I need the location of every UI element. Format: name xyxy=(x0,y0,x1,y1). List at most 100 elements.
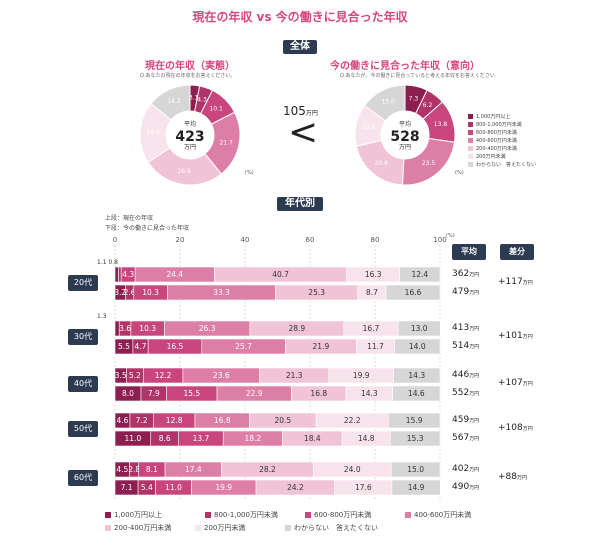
avg-value: 567万円 xyxy=(452,433,480,443)
section-badge-age: 年代別 xyxy=(277,197,323,211)
bar-segment xyxy=(118,266,122,283)
legend-swatch xyxy=(468,113,473,119)
legend-swatch xyxy=(405,512,411,518)
legend-swatch xyxy=(468,137,473,143)
donut-right-slice-label-6: 15.0 xyxy=(382,99,396,106)
legend-label: 600-800万円未満 xyxy=(314,511,372,519)
bar-label: 17.4 xyxy=(185,465,202,474)
bar-label: 8.1 xyxy=(146,465,158,474)
legend-swatch xyxy=(468,121,473,127)
donut-right-title: 今の働きに見合った年収（意向） xyxy=(330,61,480,72)
outside-label: 1.1 0.8 xyxy=(97,259,118,266)
tick-label: 40 xyxy=(241,236,250,244)
diff-value: +101万円 xyxy=(498,331,533,341)
note-lower: 下段：今の働きに見合った年収 xyxy=(105,225,190,232)
bar-segment xyxy=(385,284,441,301)
bar-label: 25.7 xyxy=(235,342,252,351)
bar-label: 15.5 xyxy=(184,389,201,398)
avg-value: 362万円 xyxy=(452,269,480,279)
avg-value: 490万円 xyxy=(452,482,480,492)
legend-label: 200-400万円未満 xyxy=(476,145,517,152)
bar-label: 16.8 xyxy=(310,389,327,398)
bar-label: 22.9 xyxy=(246,389,263,398)
donut-legend: 1,000万円以上 800-1,000万円未満 600-800万円未満 400-600… xyxy=(468,112,536,168)
bar-label: 5.4 xyxy=(141,483,153,492)
donut-left-center-unit: 万円 xyxy=(184,144,196,151)
bar-label: 26.3 xyxy=(199,324,216,333)
donut-right-question: Q.あなたが、今の働きに見合っていると考える年収をお答えください xyxy=(340,73,495,79)
legend-swatch xyxy=(305,512,311,518)
avg-value: 552万円 xyxy=(452,388,480,398)
donut-right-slice-label-5: 13.6 xyxy=(362,124,376,131)
bar-label: 2.8 xyxy=(128,465,140,474)
donut-left-slice-label-2: 10.1 xyxy=(209,105,223,112)
bar-label: 19.9 xyxy=(215,483,232,492)
bar-label: 25.3 xyxy=(308,288,325,297)
diff-value: +107万円 xyxy=(498,378,533,388)
bar-label: 16.5 xyxy=(167,342,184,351)
donut-left-slice-label-6: 14.2 xyxy=(167,98,181,105)
bar-label: 18.2 xyxy=(244,434,261,443)
bar-label: 12.8 xyxy=(166,416,183,425)
bar-label: 4.3 xyxy=(122,270,134,279)
legend-swatch xyxy=(468,129,473,135)
age-bar-chart: 0 20 40 60 80 100 (%) 4.3 24.4 40.7 16.3 12.4 3.22.6… xyxy=(97,233,455,500)
bar-label: 2.6 xyxy=(124,288,136,297)
tick-label: 100 xyxy=(433,236,446,244)
bar-label: 16.8 xyxy=(214,416,231,425)
bar-label: 18.4 xyxy=(304,434,321,443)
donut-legend-item: 800-1,000万円未満 xyxy=(468,120,536,128)
donut-legend-item: 600-800万円未満 xyxy=(468,128,536,136)
bar-segment xyxy=(391,479,441,496)
bar-label: 24.4 xyxy=(166,270,183,279)
bottom-legend-item: 200-400万円未満 xyxy=(105,523,195,533)
bar-label: 7.1 xyxy=(121,483,133,492)
legend-label: 200-400万円未満 xyxy=(114,524,172,532)
bar-label: 17.6 xyxy=(355,483,372,492)
bar-label: 20.5 xyxy=(275,416,292,425)
legend-label: 600-800万円未満 xyxy=(476,129,517,136)
bar-label: 3.6 xyxy=(119,324,131,333)
age-label: 30代 xyxy=(68,329,98,345)
diff-value: +117万円 xyxy=(498,277,533,287)
age-label: 60代 xyxy=(68,470,98,486)
age-label: 50代 xyxy=(68,421,98,437)
bar-label: 16.6 xyxy=(405,288,422,297)
bar-label: 10.3 xyxy=(139,324,156,333)
bar-label: 12.2 xyxy=(155,371,172,380)
donut-right-slice-label-0: 7.3 xyxy=(409,95,419,102)
donut-left-center-small: 平均 xyxy=(184,120,196,128)
donut-left-center-value: 423 xyxy=(175,129,204,145)
avg-value: 446万円 xyxy=(452,370,480,380)
legend-label: 1,000万円以上 xyxy=(114,511,163,519)
bar-label: 5.2 xyxy=(129,371,141,380)
legend-swatch xyxy=(468,145,473,151)
bar-segment xyxy=(390,461,441,478)
bar-label: 11.0 xyxy=(125,434,142,443)
donut-left-slice-label-5: 19.9 xyxy=(146,130,160,137)
donut-right-center-unit: 万円 xyxy=(399,144,411,151)
bar-segment xyxy=(388,412,441,429)
bar-label: 15.0 xyxy=(407,465,424,474)
bar-label: 8.7 xyxy=(366,288,378,297)
bar-label: 4.6 xyxy=(117,416,129,425)
legend-label: 200万円未満 xyxy=(204,524,246,532)
bar-label: 21.9 xyxy=(313,342,330,351)
bottom-legend-item: 1,000万円以上 xyxy=(105,510,205,520)
avg-value: 413万円 xyxy=(452,323,480,333)
bar-label: 4.7 xyxy=(135,342,147,351)
bar-label: 4.5 xyxy=(116,465,128,474)
bar-label: 15.9 xyxy=(406,416,423,425)
donut-right-slice-label-1: 6.2 xyxy=(423,102,433,109)
diff-value: +88万円 xyxy=(498,472,528,482)
legend-label: 1,000万円以上 xyxy=(476,113,511,120)
legend-swatch xyxy=(105,525,111,531)
bar-label: 21.3 xyxy=(286,371,303,380)
bar-label: 10.3 xyxy=(142,288,159,297)
avg-header: 平均 xyxy=(452,244,486,260)
donut-left-slice-label-0: 3.1 xyxy=(189,95,199,102)
bottom-legend-item: 800-1,000万円未満 xyxy=(205,510,305,520)
legend-label: 400-600万円未満 xyxy=(414,511,472,519)
donut-right-slice-label-3: 23.5 xyxy=(422,160,436,167)
donut-left-slice-label-4: 26.6 xyxy=(177,168,191,175)
